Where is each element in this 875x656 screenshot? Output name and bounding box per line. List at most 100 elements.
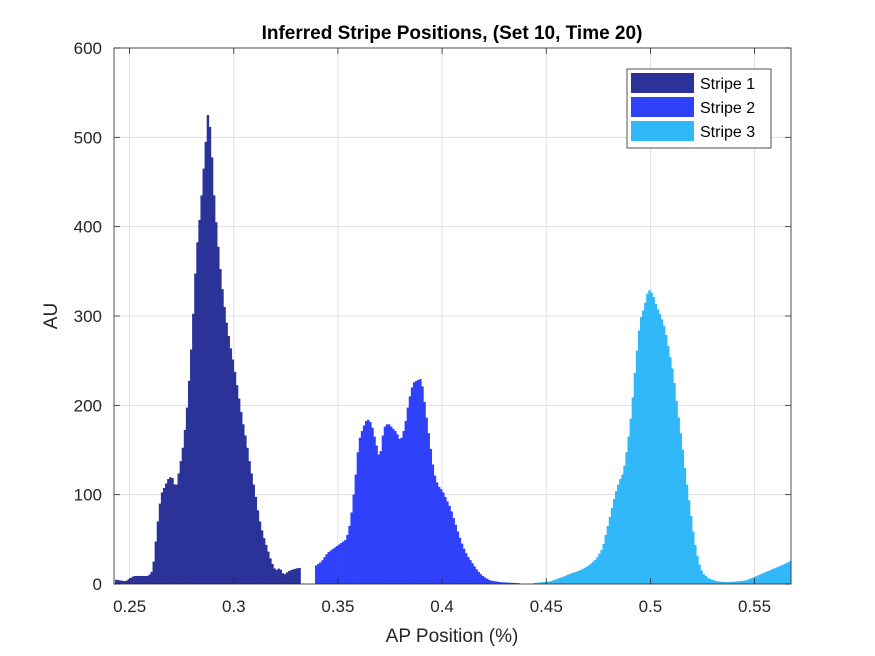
histogram-bar <box>600 550 603 584</box>
histogram-bar <box>487 579 491 584</box>
histogram-bar <box>760 573 764 584</box>
histogram-bar <box>390 426 393 584</box>
histogram-bar <box>744 580 747 584</box>
histogram-bar <box>635 350 639 584</box>
histogram-bar <box>348 525 351 584</box>
histogram-bar <box>392 428 395 584</box>
histogram-bar <box>675 400 678 584</box>
histogram-bar <box>233 371 237 584</box>
histogram-bar <box>154 541 158 584</box>
histogram-bar <box>562 576 566 584</box>
histogram-bar <box>377 454 380 584</box>
histogram-bar <box>375 445 378 584</box>
histogram-bar <box>402 431 405 584</box>
y-tick-label: 200 <box>74 396 102 415</box>
histogram-bar <box>440 489 443 584</box>
histogram-bar <box>265 544 268 584</box>
histogram-bar <box>448 505 451 584</box>
histogram-bar <box>350 512 353 584</box>
histogram-bar <box>473 566 476 584</box>
histogram-bar <box>417 379 420 584</box>
histogram-bar <box>135 575 139 584</box>
histogram-bar <box>256 510 260 584</box>
legend-label: Stripe 1 <box>700 76 755 93</box>
histogram-bar <box>137 575 141 584</box>
histogram-bar <box>275 569 278 584</box>
histogram-bar <box>629 418 632 584</box>
histogram-bar <box>252 484 255 584</box>
histogram-bar <box>579 570 583 584</box>
histogram-bar <box>192 313 195 584</box>
histogram-bar <box>398 438 401 584</box>
histogram-bar <box>165 483 168 584</box>
histogram-bar <box>169 477 172 584</box>
histogram-bar <box>771 569 774 584</box>
histogram-bar <box>277 568 280 584</box>
histogram-bar <box>571 572 574 584</box>
histogram-bar <box>469 560 472 584</box>
histogram-bar <box>327 551 330 584</box>
histogram-bar <box>248 461 251 584</box>
histogram-bar <box>115 579 118 584</box>
histogram-bar <box>475 569 478 584</box>
histogram-bar <box>514 583 518 584</box>
bars-layer <box>115 115 792 585</box>
histogram-bar <box>204 141 208 585</box>
histogram-bar <box>321 560 324 584</box>
histogram-bar <box>704 575 707 584</box>
histogram-bar <box>619 479 622 584</box>
histogram-bar <box>408 396 412 584</box>
histogram-bar <box>773 568 776 584</box>
histogram-bar <box>712 580 716 584</box>
histogram-bar <box>446 501 449 584</box>
histogram-bar <box>181 447 185 584</box>
histogram-bar <box>742 580 745 584</box>
histogram-bar <box>171 478 174 584</box>
histogram-bar <box>435 482 439 584</box>
histogram-bar <box>623 465 626 584</box>
histogram-bar <box>492 580 495 584</box>
histogram-bar <box>510 582 514 584</box>
histogram-bar <box>650 292 653 584</box>
histogram-bar <box>560 577 564 584</box>
histogram-bar <box>602 543 605 584</box>
histogram-bar <box>273 568 276 584</box>
histogram-bar <box>754 576 757 584</box>
histogram-bar <box>698 564 701 584</box>
histogram-bar <box>298 567 301 584</box>
histogram-bar <box>610 508 614 584</box>
histogram-bar <box>592 561 595 584</box>
histogram-bar <box>646 293 649 584</box>
histogram-bar <box>410 387 414 584</box>
histogram-bar <box>387 424 391 584</box>
histogram-bar <box>450 511 453 584</box>
histogram-bar <box>721 581 724 584</box>
histogram-bar <box>231 359 235 584</box>
histogram-bar <box>292 569 295 584</box>
histogram-bar <box>787 561 791 584</box>
histogram-bar <box>335 546 339 584</box>
histogram-bar <box>706 577 710 584</box>
legend-label: Stripe 3 <box>700 124 755 141</box>
histogram-bar <box>550 580 553 584</box>
histogram-bar <box>331 549 335 584</box>
histogram-bar <box>725 582 728 584</box>
histogram-bar <box>679 433 682 584</box>
histogram-bar <box>581 568 585 584</box>
y-tick-label: 0 <box>93 575 102 594</box>
histogram-bar <box>283 574 287 584</box>
histogram-bar <box>671 368 674 584</box>
histogram-bar <box>362 425 366 584</box>
series-2 <box>315 378 520 584</box>
histogram-bar <box>687 500 691 584</box>
histogram-bar <box>479 574 483 584</box>
histogram-bar <box>758 574 762 584</box>
histogram-bar <box>739 580 743 584</box>
histogram-bar <box>290 570 293 584</box>
histogram-bar <box>627 436 630 584</box>
histogram-bar <box>700 570 703 584</box>
histogram-bar <box>225 322 228 584</box>
histogram-bar <box>664 334 668 584</box>
histogram-bar <box>400 437 403 584</box>
histogram-bar <box>462 548 466 584</box>
